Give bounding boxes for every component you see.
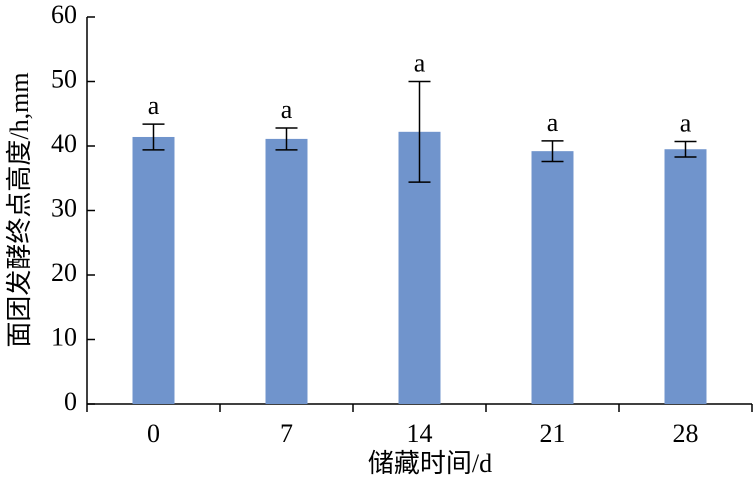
x-tick-label: 28 xyxy=(673,419,699,448)
significance-label: a xyxy=(148,91,160,120)
x-tick-label: 21 xyxy=(540,419,566,448)
bar xyxy=(664,149,707,404)
y-tick-label: 30 xyxy=(51,193,77,222)
bar xyxy=(531,151,574,404)
x-axis-label: 储藏时间/d xyxy=(368,449,492,478)
x-tick-label: 7 xyxy=(280,419,293,448)
significance-label: a xyxy=(680,108,692,137)
bar xyxy=(132,136,175,404)
y-tick-label: 60 xyxy=(51,0,77,29)
significance-label: a xyxy=(414,48,426,77)
x-tick-label: 0 xyxy=(147,419,160,448)
x-tick-label: 14 xyxy=(407,419,433,448)
y-tick-label: 0 xyxy=(64,387,77,416)
y-tick-label: 20 xyxy=(51,258,77,287)
bar xyxy=(265,138,308,404)
significance-label: a xyxy=(547,108,559,137)
y-tick-label: 50 xyxy=(51,64,77,93)
y-tick-label: 10 xyxy=(51,322,77,351)
y-axis-label: 面团发酵终点高度/h,mm xyxy=(5,72,34,347)
significance-label: a xyxy=(281,95,293,124)
y-tick-label: 40 xyxy=(51,129,77,158)
